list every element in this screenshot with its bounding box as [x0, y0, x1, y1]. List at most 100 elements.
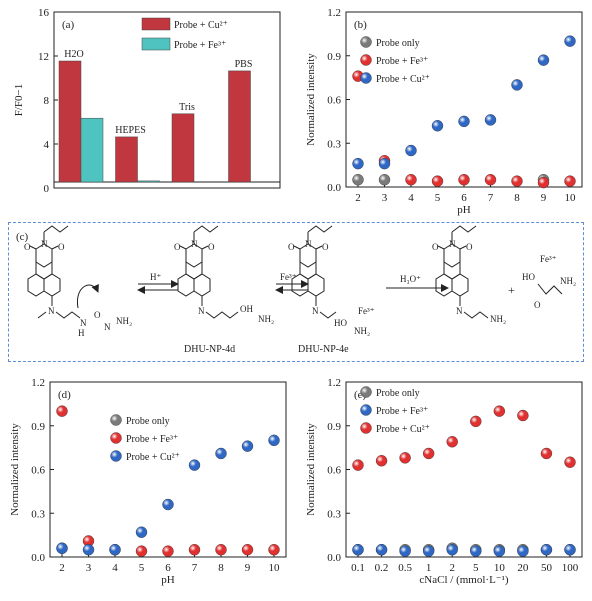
y-axis-label: F/F0−1: [13, 84, 25, 117]
svg-text:HO: HO: [522, 272, 535, 282]
data-point: [352, 544, 364, 556]
svg-text:O: O: [432, 242, 439, 252]
svg-text:N: N: [80, 318, 87, 328]
data-point: [446, 436, 458, 448]
data-point: [493, 405, 506, 417]
x-tick-label: 0.2: [375, 562, 389, 574]
data-point: [352, 459, 364, 471]
svg-text:H: H: [78, 328, 85, 338]
svg-text:O: O: [288, 242, 295, 252]
bar: [58, 60, 82, 183]
data-point: [405, 174, 417, 186]
y-tick-label: 0.6: [327, 95, 341, 107]
legend-label: Probe + Fe³⁺: [376, 406, 428, 417]
y-tick-label: 16: [38, 7, 50, 19]
data-point: [422, 545, 435, 557]
svg-text:Fe³⁺: Fe³⁺: [358, 306, 375, 316]
data-point: [422, 447, 435, 460]
data-point: [564, 544, 576, 556]
data-point: [517, 409, 529, 422]
svg-text:OH: OH: [240, 304, 253, 314]
data-point: [188, 544, 201, 556]
data-point: [162, 545, 174, 557]
x-tick-label: 7: [488, 192, 494, 204]
svg-text:NH₂: NH₂: [490, 314, 506, 324]
data-point: [511, 79, 523, 91]
category-label: Tris: [179, 102, 195, 113]
x-tick-label: 8: [514, 192, 520, 204]
arrow-label-h: H⁺: [150, 272, 161, 282]
x-tick-label: 10: [494, 562, 506, 574]
data-point: [540, 447, 553, 460]
y-tick-label: 0.6: [31, 465, 45, 477]
data-point: [215, 447, 227, 460]
y-tick-label: 0.3: [327, 138, 341, 150]
data-point: [352, 157, 364, 170]
svg-text:O: O: [534, 300, 541, 310]
intermediate-label-1: DHU-NP-4d: [184, 344, 235, 355]
bar: [228, 70, 251, 183]
y-tick-label: 0.3: [31, 508, 45, 520]
svg-text:O: O: [322, 242, 329, 252]
svg-text:Fe³⁺: Fe³⁺: [540, 254, 557, 264]
data-point: [375, 455, 388, 467]
svg-text:N: N: [104, 322, 111, 332]
x-axis-label: pH: [457, 204, 471, 216]
x-axis-label: cNaCl / (mmol·L⁻¹): [419, 574, 508, 586]
data-point: [241, 544, 254, 556]
svg-text:NH₂: NH₂: [354, 326, 370, 336]
x-tick-label: 20: [517, 562, 529, 574]
data-point: [135, 526, 148, 538]
x-tick-label: 100: [562, 562, 579, 574]
y-tick-label: 0.9: [327, 421, 341, 433]
data-point: [458, 115, 470, 128]
x-tick-label: 50: [541, 562, 553, 574]
bar: [137, 180, 160, 183]
legend-label: Probe + Fe³⁺: [174, 40, 226, 51]
x-tick-label: 6: [461, 192, 467, 204]
svg-text:N: N: [456, 306, 463, 316]
y-tick-label: 0.9: [31, 421, 45, 433]
data-point: [540, 544, 553, 556]
legend-marker: [360, 54, 372, 66]
data-point: [484, 114, 497, 126]
y-tick-label: 8: [44, 95, 50, 107]
panel-label: (a): [62, 19, 75, 31]
data-point: [564, 175, 576, 187]
svg-text:O: O: [24, 242, 31, 252]
data-point: [431, 175, 444, 187]
svg-text:O: O: [94, 310, 101, 320]
svg-text:N: N: [191, 239, 198, 249]
legend-marker: [360, 404, 372, 416]
svg-text:HO: HO: [334, 318, 347, 328]
legend-label: Probe + Cu²⁺: [126, 452, 180, 463]
svg-text:NH₂: NH₂: [258, 314, 274, 324]
legend-marker: [360, 72, 372, 84]
x-tick-label: 9: [541, 192, 547, 204]
legend-marker: [360, 36, 372, 48]
legend-label: Probe + Fe³⁺: [376, 56, 428, 67]
data-point: [56, 405, 68, 417]
y-tick-label: 0.3: [327, 508, 341, 520]
y-tick-label: 12: [38, 51, 49, 63]
plus-sign: +: [508, 283, 515, 297]
legend-marker: [110, 414, 122, 426]
data-point: [375, 544, 388, 556]
panel-label-c: (c): [16, 231, 29, 243]
svg-text:NH₂: NH₂: [116, 316, 132, 326]
data-point: [470, 415, 482, 428]
panel-label: (b): [354, 19, 367, 31]
plot-frame: [49, 381, 287, 558]
x-tick-label: 2: [449, 562, 455, 574]
category-label: PBS: [235, 59, 253, 70]
svg-text:O: O: [466, 242, 473, 252]
y-axis-label: Normalized intensity: [305, 53, 317, 146]
data-point: [399, 452, 411, 464]
svg-text:N: N: [312, 306, 319, 316]
x-tick-label: 4: [112, 562, 118, 574]
y-tick-label: 1.2: [327, 7, 341, 19]
data-point: [493, 545, 506, 557]
reaction-scheme: (c) O O N N N H O N NH₂ H⁺ O O N N OH NH…: [16, 225, 576, 355]
y-tick-label: 0.9: [327, 51, 341, 63]
y-tick-label: 1.2: [31, 377, 45, 389]
